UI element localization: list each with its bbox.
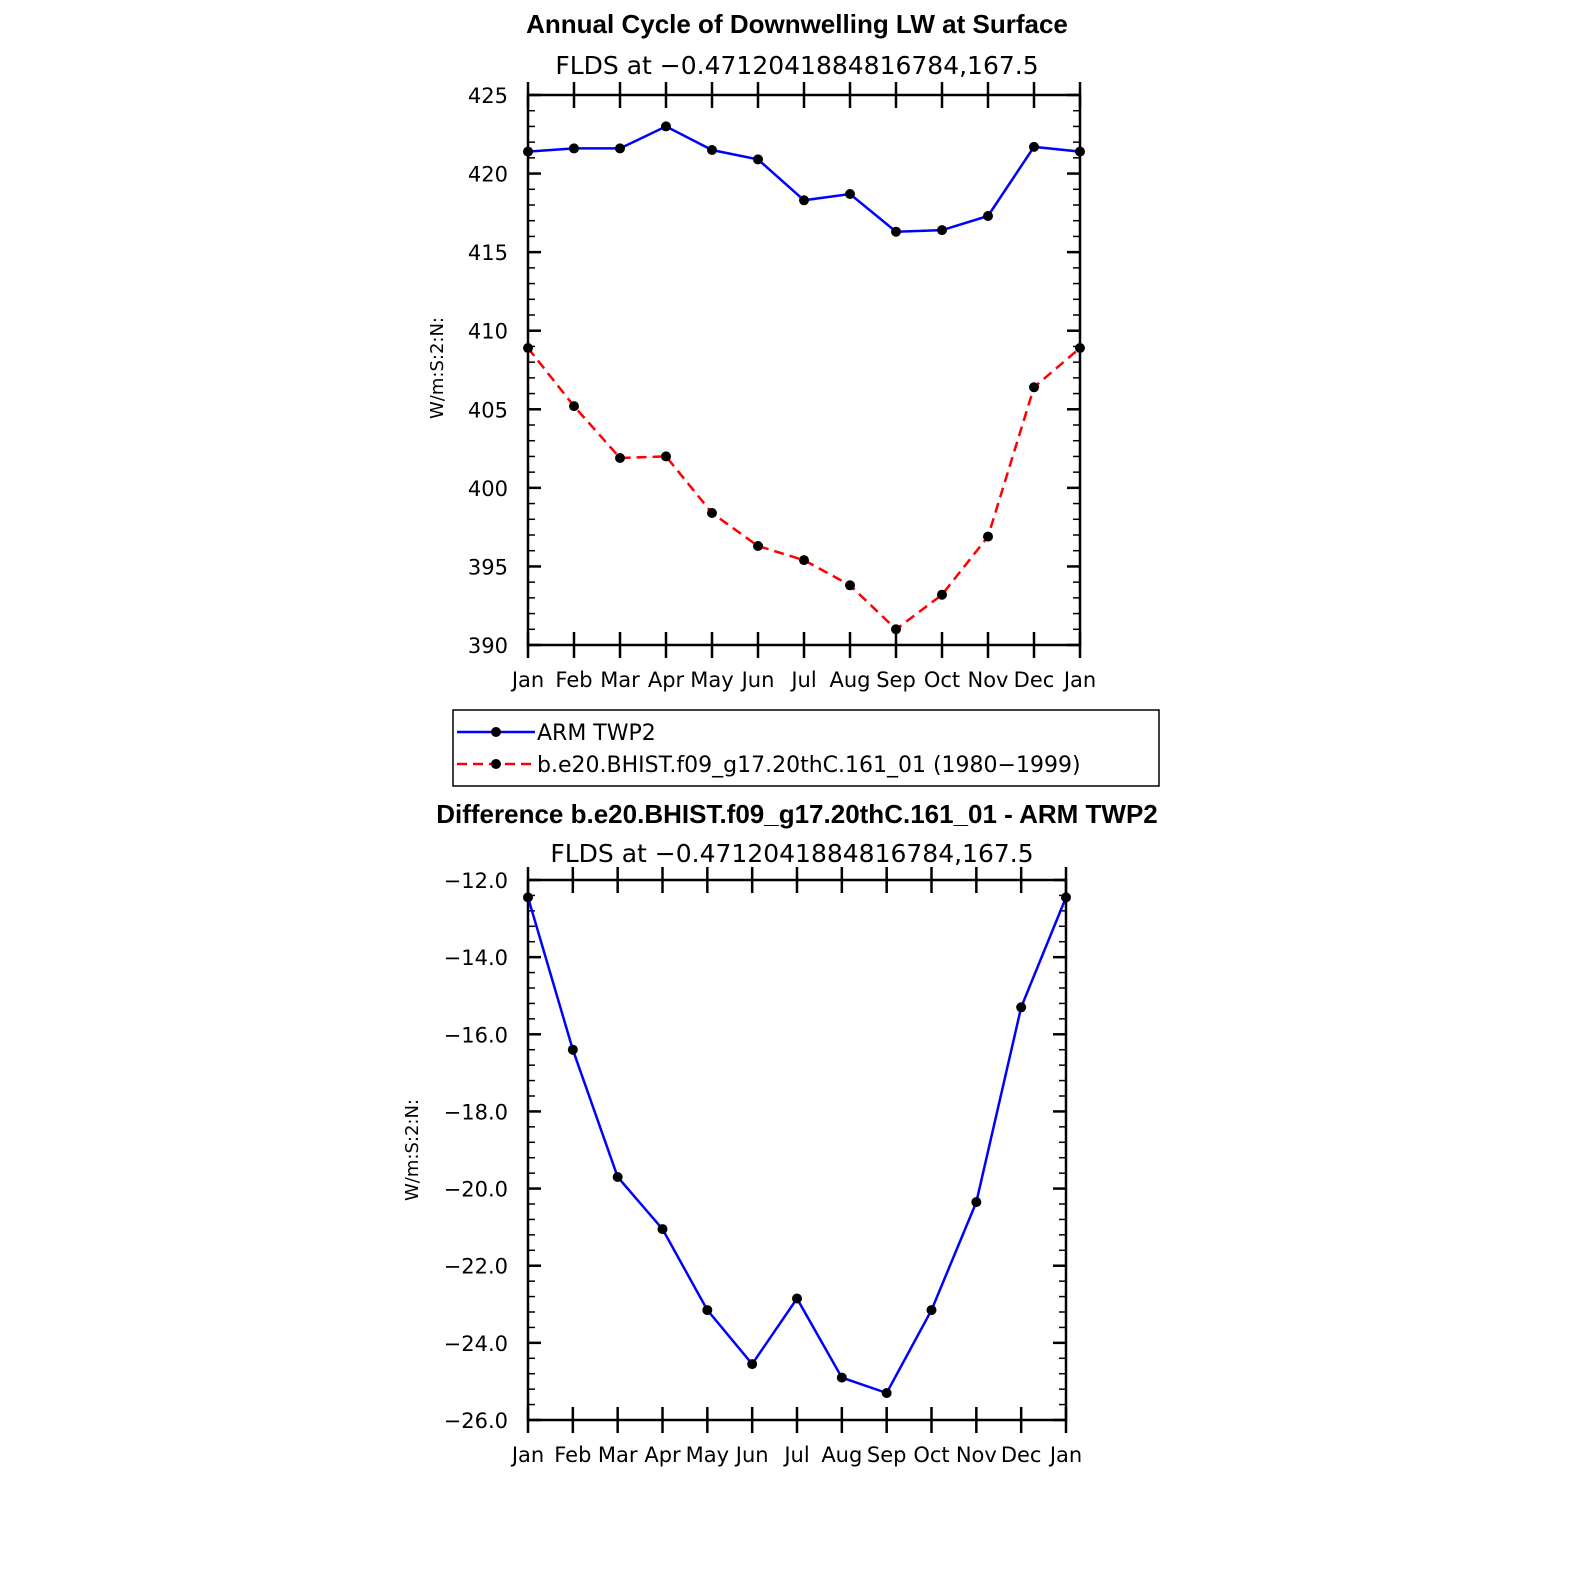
top-series-line-1 (527, 347, 1081, 631)
top-ytick-label: 390 (468, 634, 508, 658)
top-series-0-point (1075, 146, 1085, 157)
bottom-xtick-label: Nov (956, 1443, 997, 1467)
bottom-series-0-point (702, 1305, 713, 1316)
top-series-1-point (845, 580, 855, 591)
top-ytick-label: 415 (468, 241, 508, 265)
top-xtick-label: Feb (555, 668, 592, 692)
top-ytick-label: 405 (468, 398, 508, 422)
bottom-series-line-0 (526, 896, 1068, 1395)
legend-label-arm-twp2: ARM TWP2 (537, 721, 656, 746)
legend-label-model: b.e20.BHIST.f09_g17.20thC.161_01 (1980−1… (537, 753, 1081, 778)
bottom-ytick-label: −20.0 (444, 1178, 508, 1202)
bottom-series-0-point (836, 1372, 847, 1383)
top-xtick-label: Mar (600, 668, 640, 692)
bottom-xtick-label: Jan (1048, 1443, 1082, 1467)
bottom-ytick-label: −16.0 (444, 1023, 508, 1047)
top-xtick-label: May (690, 668, 733, 692)
top-series-0-point (615, 143, 625, 154)
bottom-series-0-point (792, 1293, 802, 1304)
bottom-chart-subtitle: FLDS at −0.4712041884816784,167.5 (550, 839, 1033, 868)
bottom-series-0-point (523, 892, 533, 903)
top-series-0-point (799, 195, 809, 206)
top-series-1-point (569, 401, 579, 412)
bottom-series-0-point (747, 1359, 758, 1370)
top-series-line-0 (527, 125, 1081, 233)
top-xtick-label: Jan (510, 668, 544, 692)
bottom-series-0-point (567, 1044, 578, 1055)
bottom-series-0-point (971, 1197, 982, 1208)
top-series-1-point (1029, 382, 1039, 393)
top-series-0-point (891, 226, 901, 237)
bottom-ytick-label: −18.0 (444, 1100, 508, 1124)
bottom-xtick-label: May (686, 1443, 729, 1467)
bottom-series-0-point (881, 1388, 892, 1398)
bottom-chart-ylabel: W/m:S:2:N: (402, 1099, 423, 1201)
top-ytick-label: 420 (468, 163, 508, 187)
top-ytick-label: 395 (468, 555, 508, 579)
top-xtick-label: Oct (924, 668, 960, 692)
legend-marker-arm-twp2 (491, 727, 501, 737)
top-chart-subtitle: FLDS at −0.4712041884816784,167.5 (555, 51, 1038, 80)
top-ytick-label: 410 (468, 320, 508, 344)
top-xtick-label: Dec (1014, 668, 1055, 692)
top-xtick-label: Apr (648, 668, 685, 692)
bottom-xtick-label: Dec (1001, 1443, 1042, 1467)
bottom-xtick-label: Apr (644, 1443, 681, 1467)
top-series-0-point (569, 143, 579, 154)
bottom-plot-area: −26.0 −24.0 −22.0 −20.0 −18.0 −16.0 −14.0 −12.0… (444, 867, 1082, 1467)
top-series-0-point (983, 211, 993, 221)
top-series-1-point (1075, 343, 1085, 353)
top-series-0-point (753, 154, 763, 165)
bottom-series-0-point (612, 1172, 623, 1182)
legend-marker-model (491, 759, 501, 769)
bottom-xtick-label: Jun (734, 1443, 769, 1467)
bottom-xtick-label: Oct (913, 1443, 949, 1467)
top-series-1-point (615, 453, 625, 463)
bottom-series-0-point (1061, 892, 1071, 903)
top-series-0-point (937, 225, 947, 236)
top-series-1-point (753, 541, 763, 551)
bottom-xtick-label: Feb (554, 1443, 591, 1467)
top-ytick-label: 400 (468, 477, 508, 501)
bottom-series-0-point (926, 1305, 937, 1316)
top-series-1-point (661, 451, 671, 462)
top-chart-title: Annual Cycle of Downwelling LW at Surfac… (526, 9, 1068, 39)
top-series-0-point (523, 146, 533, 157)
top-ytick-label: 425 (468, 84, 508, 108)
bottom-series-0-point (657, 1224, 668, 1235)
bottom-xtick-label: Jan (510, 1443, 544, 1467)
top-plot-area: 390 395 400 405 410 415 420 425 Jan Feb Mar Apr May J… (468, 82, 1096, 692)
top-series-0-point (707, 145, 717, 155)
top-series-1-point (523, 343, 533, 353)
bottom-xtick-label: Mar (598, 1443, 638, 1467)
legend-box (452, 709, 1160, 787)
bottom-xtick-label: Sep (867, 1443, 907, 1467)
bottom-chart-title: Difference b.e20.BHIST.f09_g17.20thC.161… (436, 799, 1158, 829)
top-series-1-point (891, 624, 901, 635)
top-series-1-point (937, 589, 947, 600)
bottom-ytick-label: −12.0 (444, 869, 508, 893)
bottom-ytick-label: −14.0 (444, 946, 508, 970)
top-xtick-label: Sep (876, 668, 916, 692)
top-xtick-label: Jul (789, 668, 816, 692)
bottom-series-0-point (1016, 1002, 1027, 1013)
top-series-0-point (661, 121, 671, 132)
top-series-0-point (1029, 141, 1039, 152)
top-xtick-label: Aug (829, 668, 870, 692)
bottom-ytick-label: −26.0 (444, 1409, 508, 1433)
top-series-1-point (707, 508, 717, 518)
top-series-1-point (799, 555, 809, 566)
top-xtick-label: Jan (1062, 668, 1096, 692)
bottom-ytick-label: −24.0 (444, 1332, 508, 1356)
top-chart-ylabel: W/m:S:2:N: (427, 317, 448, 419)
top-xtick-label: Nov (968, 668, 1009, 692)
bottom-xtick-label: Aug (821, 1443, 862, 1467)
bottom-xtick-label: Jul (782, 1443, 809, 1467)
legend: ARM TWP2 b.e20.BHIST.f09_g17.20thC.161_0… (452, 709, 1160, 787)
bottom-ytick-label: −22.0 (444, 1255, 508, 1279)
top-series-0-point (845, 189, 855, 199)
top-xtick-label: Jun (740, 668, 775, 692)
top-series-1-point (983, 531, 993, 542)
